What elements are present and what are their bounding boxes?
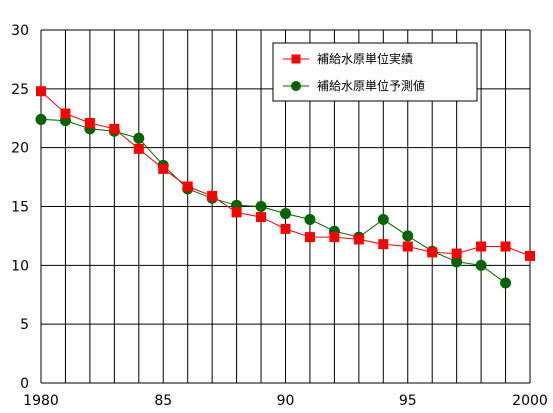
data-point	[60, 108, 71, 119]
data-point	[500, 241, 511, 252]
data-point	[378, 239, 389, 250]
data-point	[36, 86, 46, 97]
series-line	[40, 118, 506, 284]
data-point	[133, 143, 144, 154]
data-point	[231, 207, 242, 218]
y-tick-label: 5	[20, 317, 29, 333]
legend-item-forecast: 補給水原単位予測値	[283, 78, 425, 93]
data-point	[35, 113, 47, 125]
data-point	[133, 132, 145, 144]
data-point	[109, 123, 120, 134]
data-point	[207, 190, 218, 201]
data-point	[353, 234, 364, 245]
series-square	[36, 86, 535, 261]
data-point	[304, 213, 316, 225]
data-point	[158, 163, 169, 174]
y-tick-label: 15	[11, 200, 29, 216]
y-tick-label: 20	[11, 141, 29, 157]
y-tick-label: 25	[11, 82, 29, 98]
data-point	[329, 232, 340, 243]
data-point	[402, 230, 414, 242]
data-point	[500, 277, 512, 289]
data-point	[525, 250, 535, 261]
data-point	[402, 241, 413, 252]
series-circle	[35, 113, 512, 289]
x-tick-label: 95	[399, 393, 417, 409]
x-tick-label: 1980	[23, 393, 59, 409]
legend-box	[272, 42, 478, 102]
data-point	[182, 181, 193, 192]
legend: 補給水原単位実績 補給水原単位予測値	[272, 42, 478, 102]
data-point	[280, 223, 291, 234]
legend-marker-forecast	[291, 81, 301, 91]
data-point	[255, 201, 267, 212]
data-point	[84, 117, 95, 128]
legend-marker-actual	[291, 54, 301, 64]
series-layer	[35, 86, 535, 289]
x-tick-label: 2000	[512, 393, 548, 409]
data-point	[451, 248, 462, 259]
tick-labels: 0 5 10 15 20 25 30 1980 85 90 95 2000	[11, 23, 548, 409]
data-point	[451, 256, 463, 268]
legend-item-actual: 補給水原単位実績	[283, 51, 413, 66]
legend-label-actual: 補給水原単位実績	[317, 51, 413, 66]
data-point	[280, 208, 291, 220]
y-tick-label: 0	[20, 376, 29, 392]
x-tick-label: 85	[154, 393, 172, 409]
data-point	[476, 241, 487, 252]
data-point	[256, 212, 267, 223]
legend-label-forecast: 補給水原単位予測値	[317, 78, 425, 93]
data-point	[475, 259, 487, 271]
data-point	[377, 213, 389, 225]
data-point	[427, 247, 438, 258]
y-tick-label: 30	[11, 23, 29, 39]
data-point	[304, 232, 315, 243]
y-tick-label: 10	[11, 258, 29, 274]
x-tick-label: 90	[277, 393, 295, 409]
